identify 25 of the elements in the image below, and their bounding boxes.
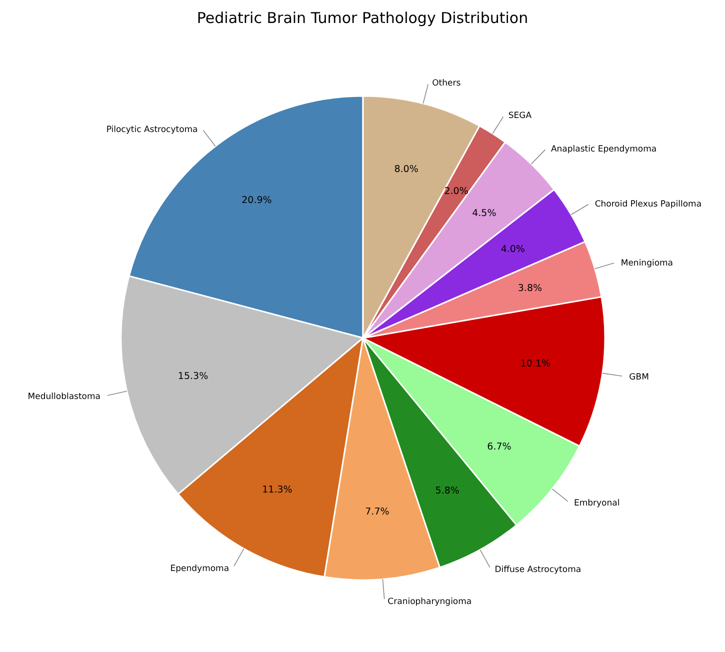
slice-label: Craniopharyngioma: [388, 597, 472, 608]
data-label: 11.3%: [262, 484, 292, 496]
data-label: 7.7%: [365, 506, 390, 518]
data-label: 20.9%: [242, 194, 272, 206]
slice-label: Others: [432, 78, 462, 88]
slice-label: Medulloblastoma: [28, 392, 100, 402]
slice-label: Diffuse Astrocytoma: [494, 565, 582, 576]
slice-label: SEGA: [508, 111, 532, 122]
data-label: 10.1%: [520, 358, 550, 370]
chart-title: Pediatric Brain Tumor Pathology Distribution: [196, 9, 528, 27]
slice-label: Ependymoma: [170, 564, 230, 574]
slice-label: Pilocytic Astrocytoma: [106, 124, 198, 135]
data-label: 3.8%: [518, 283, 542, 294]
data-label: 4.0%: [500, 244, 525, 256]
data-label: 4.5%: [472, 208, 496, 219]
slice-label: Choroid Plexus Papilloma: [594, 199, 702, 210]
data-label: 8.0%: [394, 164, 418, 176]
data-label: 15.3%: [178, 371, 208, 382]
data-label: 6.7%: [487, 442, 512, 453]
slice-label: Meningioma: [620, 258, 674, 268]
data-label: 2.0%: [444, 186, 468, 197]
data-label: 5.8%: [435, 485, 460, 496]
slice-label: Anaplastic Ependymoma: [550, 144, 657, 154]
slice-label: GBM: [629, 372, 649, 382]
slice-label: Embryonal: [574, 498, 620, 509]
